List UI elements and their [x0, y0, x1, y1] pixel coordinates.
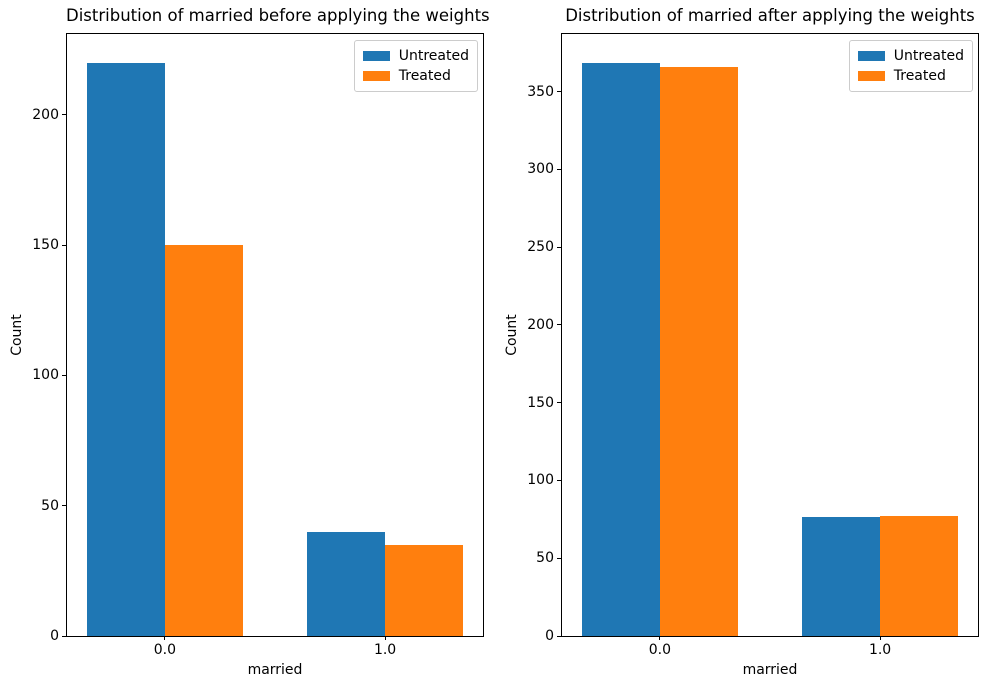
y-tick-label: 250 [527, 239, 554, 256]
bar-untreated-1.0 [306, 531, 385, 636]
treated-legend-swatch [362, 71, 390, 81]
y-tick-label: 100 [32, 367, 59, 384]
x-axis-label: married [742, 662, 798, 678]
y-tick-label: 0 [545, 628, 554, 644]
untreated-legend-swatch [857, 51, 885, 61]
y-tick-label: 50 [536, 550, 554, 567]
bar-treated-0.0 [659, 66, 738, 636]
y-tick-mark [557, 402, 561, 404]
legend: Untreated Treated [353, 40, 478, 92]
y-tick-mark [557, 479, 561, 481]
legend-label-treated: Treated [893, 68, 946, 84]
legend: Untreated Treated [848, 40, 973, 92]
chart-title: Distribution of married before applying … [66, 6, 490, 25]
subplot-after-weights: Distribution of married after applying t… [495, 0, 990, 690]
y-tick-mark [62, 244, 66, 246]
x-tick-mark [879, 636, 881, 640]
y-tick-mark [557, 91, 561, 93]
legend-entry: Untreated [362, 46, 469, 66]
axes: Untreated Treated 0 50 100 150 200 0.0 1.0 [32, 33, 484, 658]
x-axis-label: married [247, 662, 303, 678]
y-tick-mark [62, 635, 66, 637]
legend-entry: Treated [857, 66, 964, 86]
y-tick-label: 150 [32, 237, 59, 254]
x-tick-label: 1.0 [373, 642, 397, 658]
y-tick-mark [557, 324, 561, 326]
x-tick-label: 0.0 [648, 642, 672, 658]
y-tick-label: 100 [527, 472, 554, 489]
bar-untreated-0.0 [581, 62, 660, 636]
y-tick-label: 300 [527, 161, 554, 178]
legend-entry: Untreated [857, 46, 964, 66]
untreated-legend-swatch [362, 51, 390, 61]
y-tick-label: 200 [527, 316, 554, 333]
legend-label-untreated: Untreated [398, 48, 469, 64]
x-tick-mark [659, 636, 661, 640]
treated-legend-swatch [857, 71, 885, 81]
x-tick-label: 0.0 [153, 642, 177, 658]
y-tick-mark [62, 505, 66, 507]
bar-untreated-1.0 [801, 517, 880, 636]
y-axis-label: Count [504, 314, 520, 356]
bar-treated-1.0 [880, 516, 959, 636]
y-tick-label: 200 [32, 106, 59, 123]
y-tick-label: 0 [50, 628, 59, 644]
legend-label-treated: Treated [398, 68, 451, 84]
x-tick-mark [164, 636, 166, 640]
chart-title: Distribution of married after applying t… [565, 6, 975, 25]
bar-treated-1.0 [385, 544, 464, 636]
legend-entry: Treated [362, 66, 469, 86]
y-axis-label: Count [9, 314, 25, 356]
y-tick-mark [557, 246, 561, 248]
y-tick-mark [557, 635, 561, 637]
y-tick-label: 350 [527, 83, 554, 100]
subplot-before-weights: Distribution of married before applying … [9, 6, 490, 678]
bar-treated-0.0 [164, 245, 243, 636]
y-tick-mark [62, 114, 66, 116]
y-tick-label: 150 [527, 394, 554, 411]
y-tick-label: 50 [41, 497, 59, 514]
x-tick-label: 1.0 [868, 642, 892, 658]
y-tick-mark [62, 374, 66, 376]
axes: Untreated Treated 0 50 100 150 200 250 300 350 0… [527, 33, 979, 658]
x-tick-mark [384, 636, 386, 640]
bar-untreated-0.0 [86, 62, 165, 636]
y-tick-mark [557, 168, 561, 170]
y-tick-mark [557, 557, 561, 559]
legend-label-untreated: Untreated [893, 48, 964, 64]
